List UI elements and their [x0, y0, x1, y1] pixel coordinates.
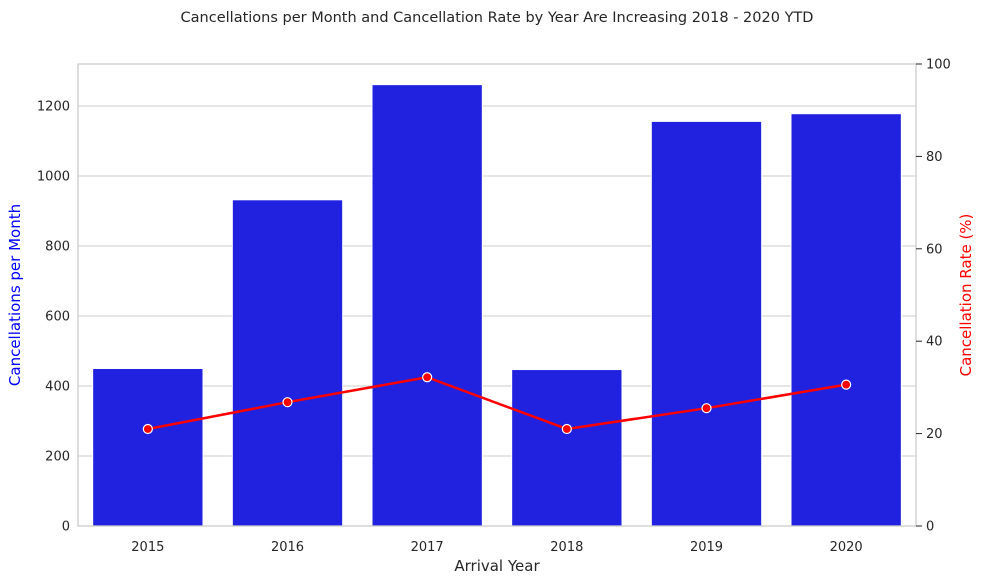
bar-2018	[511, 369, 623, 527]
left-tick-label-1200: 1200	[37, 100, 70, 115]
rate-point-2020	[841, 379, 852, 390]
grid-layer	[78, 105, 916, 527]
rate-line	[147, 375, 847, 431]
left-tick-label-600: 600	[45, 310, 70, 325]
right-tick-label-0: 0	[926, 520, 934, 535]
bar-2020	[790, 113, 902, 527]
spines-layer	[77, 63, 917, 527]
left-axis-ticks: 0 200 400 600 800 1000 1200	[37, 100, 70, 535]
right-tick-label-40: 40	[926, 335, 943, 350]
right-axis-ticks: 0 20 40 60 80 100	[916, 58, 951, 535]
right-tick-label-80: 80	[926, 150, 943, 165]
right-tick-label-20: 20	[926, 427, 943, 442]
rate-point-2016	[282, 397, 293, 408]
line-layer	[142, 372, 852, 435]
left-tick-label-1000: 1000	[37, 170, 70, 185]
x-tick-label-2018: 2018	[550, 540, 583, 555]
left-tick-label-400: 400	[45, 380, 70, 395]
right-tick-label-60: 60	[926, 242, 943, 257]
bars-layer	[92, 84, 902, 527]
bar-2016	[231, 199, 344, 527]
right-tick-label-100: 100	[926, 58, 951, 73]
x-tick-label-2016: 2016	[271, 540, 304, 555]
x-tick-label-2017: 2017	[411, 540, 444, 555]
y-axis-label-right: Cancellation Rate (%)	[957, 214, 975, 377]
x-tick-label-2015: 2015	[131, 540, 164, 555]
rate-point-2019	[701, 403, 712, 414]
bar-2019	[650, 120, 763, 527]
rate-point-2018	[561, 423, 572, 435]
chart-title: Cancellations per Month and Cancellation…	[181, 10, 814, 26]
x-tick-label-2019: 2019	[690, 540, 723, 555]
bar-2015	[92, 368, 204, 527]
rate-point-2017	[422, 372, 433, 383]
left-tick-label-800: 800	[45, 240, 70, 255]
x-tick-label-2020: 2020	[830, 540, 863, 555]
y-axis-label: Cancellations per Month	[6, 204, 24, 386]
left-tick-label-200: 200	[45, 450, 70, 465]
bar-2017	[371, 84, 483, 527]
left-tick-label-0: 0	[62, 520, 70, 535]
x-axis-label: Arrival Year	[454, 557, 540, 575]
plot-frame	[77, 63, 917, 527]
rate-point-2015	[142, 423, 153, 435]
x-axis-ticks: 2015 2016 2017 2018 2019 2020	[131, 540, 862, 555]
